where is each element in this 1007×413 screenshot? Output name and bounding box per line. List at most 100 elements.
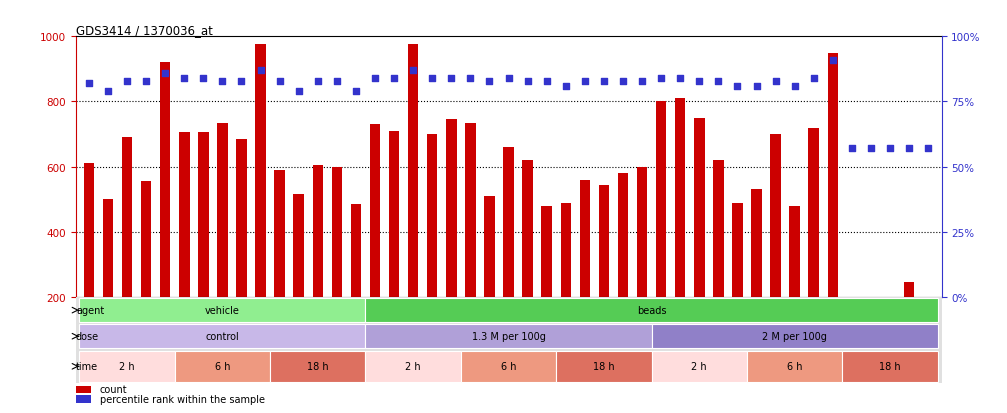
Bar: [636, 167, 648, 297]
Point: [367, 76, 383, 82]
Bar: [842, 351, 938, 382]
Point: [272, 78, 288, 85]
Bar: [561, 203, 571, 297]
Point: [81, 81, 97, 87]
Bar: [103, 200, 113, 297]
Bar: [747, 351, 842, 382]
Point: [424, 76, 440, 82]
Bar: [331, 167, 342, 297]
Bar: [732, 203, 743, 297]
Point: [386, 76, 402, 82]
Point: [691, 78, 707, 85]
Text: 1.3 M per 100g: 1.3 M per 100g: [471, 331, 546, 342]
Point: [767, 78, 783, 85]
Text: 2 h: 2 h: [406, 361, 421, 371]
Bar: [652, 351, 747, 382]
Point: [253, 68, 269, 74]
Point: [882, 146, 898, 152]
Point: [539, 78, 555, 85]
Point: [405, 68, 421, 74]
Point: [157, 70, 173, 77]
Bar: [80, 299, 366, 322]
Point: [710, 78, 726, 85]
Bar: [523, 161, 533, 297]
Bar: [366, 351, 461, 382]
Bar: [389, 131, 400, 297]
Point: [214, 78, 231, 85]
Bar: [76, 395, 91, 403]
Point: [329, 78, 345, 85]
Point: [748, 83, 764, 90]
Bar: [904, 283, 914, 297]
Point: [347, 88, 364, 95]
Bar: [465, 123, 475, 297]
Text: 18 h: 18 h: [879, 361, 901, 371]
Point: [672, 76, 688, 82]
Bar: [270, 351, 366, 382]
Point: [520, 78, 536, 85]
Bar: [160, 63, 170, 297]
Point: [558, 83, 574, 90]
Bar: [580, 180, 590, 297]
Bar: [599, 185, 609, 297]
Bar: [312, 166, 323, 297]
Bar: [461, 351, 556, 382]
Text: 6 h: 6 h: [786, 361, 803, 371]
Point: [634, 78, 651, 85]
Bar: [789, 206, 800, 297]
Point: [310, 78, 326, 85]
Text: 2 h: 2 h: [119, 361, 135, 371]
Bar: [122, 138, 132, 297]
Bar: [675, 99, 686, 297]
Point: [825, 57, 841, 64]
Bar: [809, 128, 819, 297]
Text: count: count: [100, 385, 128, 394]
Text: vehicle: vehicle: [205, 305, 240, 316]
Bar: [484, 197, 494, 297]
Text: control: control: [205, 331, 240, 342]
Text: 18 h: 18 h: [593, 361, 614, 371]
Bar: [198, 133, 208, 297]
Text: beads: beads: [636, 305, 667, 316]
Point: [806, 76, 822, 82]
Text: dose: dose: [76, 331, 99, 342]
Point: [920, 146, 937, 152]
Bar: [370, 125, 381, 297]
Bar: [652, 325, 938, 348]
Bar: [504, 148, 514, 297]
Bar: [256, 45, 266, 297]
Point: [844, 146, 860, 152]
Point: [729, 83, 745, 90]
Bar: [366, 325, 652, 348]
Text: 6 h: 6 h: [214, 361, 231, 371]
Point: [291, 88, 307, 95]
Bar: [175, 351, 270, 382]
Bar: [141, 182, 151, 297]
Bar: [828, 53, 838, 297]
Point: [901, 146, 917, 152]
Bar: [293, 195, 304, 297]
Bar: [84, 164, 94, 297]
Bar: [556, 351, 652, 382]
Point: [654, 76, 670, 82]
Text: 6 h: 6 h: [500, 361, 517, 371]
Bar: [76, 386, 91, 393]
Point: [176, 76, 192, 82]
Bar: [218, 123, 228, 297]
Bar: [770, 135, 780, 297]
Point: [596, 78, 612, 85]
Point: [234, 78, 250, 85]
Bar: [542, 206, 552, 297]
Point: [863, 146, 879, 152]
Bar: [237, 140, 247, 297]
Bar: [366, 299, 938, 322]
Bar: [80, 351, 175, 382]
Bar: [446, 120, 456, 297]
Point: [100, 88, 116, 95]
Point: [500, 76, 517, 82]
Point: [138, 78, 154, 85]
Bar: [617, 174, 628, 297]
Bar: [179, 133, 189, 297]
Point: [786, 83, 803, 90]
Point: [481, 78, 497, 85]
